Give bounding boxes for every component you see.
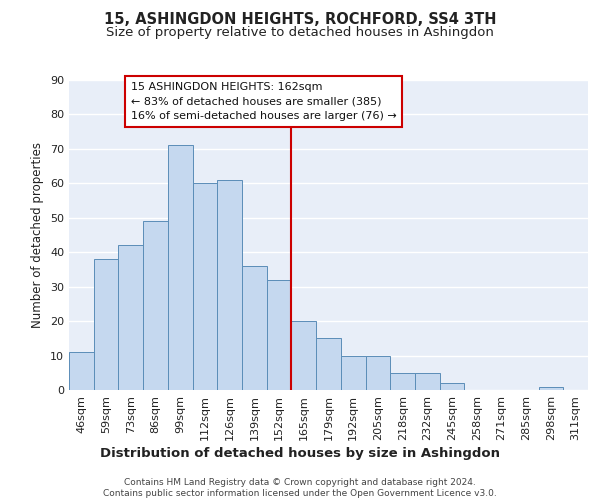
Text: 15 ASHINGDON HEIGHTS: 162sqm
← 83% of detached houses are smaller (385)
16% of s: 15 ASHINGDON HEIGHTS: 162sqm ← 83% of de… [131,82,397,122]
Bar [242,266,267,390]
Bar [365,356,390,390]
Text: Size of property relative to detached houses in Ashingdon: Size of property relative to detached ho… [106,26,494,39]
Text: Contains HM Land Registry data © Crown copyright and database right 2024.
Contai: Contains HM Land Registry data © Crown c… [103,478,497,498]
Bar [316,338,341,390]
Bar [168,146,193,390]
Bar [118,246,143,390]
Bar [217,180,242,390]
Bar [292,321,316,390]
Bar [539,386,563,390]
Bar [390,373,415,390]
Bar [415,373,440,390]
Text: Distribution of detached houses by size in Ashingdon: Distribution of detached houses by size … [100,448,500,460]
Y-axis label: Number of detached properties: Number of detached properties [31,142,44,328]
Bar [440,383,464,390]
Bar [193,184,217,390]
Bar [94,259,118,390]
Text: 15, ASHINGDON HEIGHTS, ROCHFORD, SS4 3TH: 15, ASHINGDON HEIGHTS, ROCHFORD, SS4 3TH [104,12,496,28]
Bar [267,280,292,390]
Bar [143,221,168,390]
Bar [69,352,94,390]
Bar [341,356,365,390]
